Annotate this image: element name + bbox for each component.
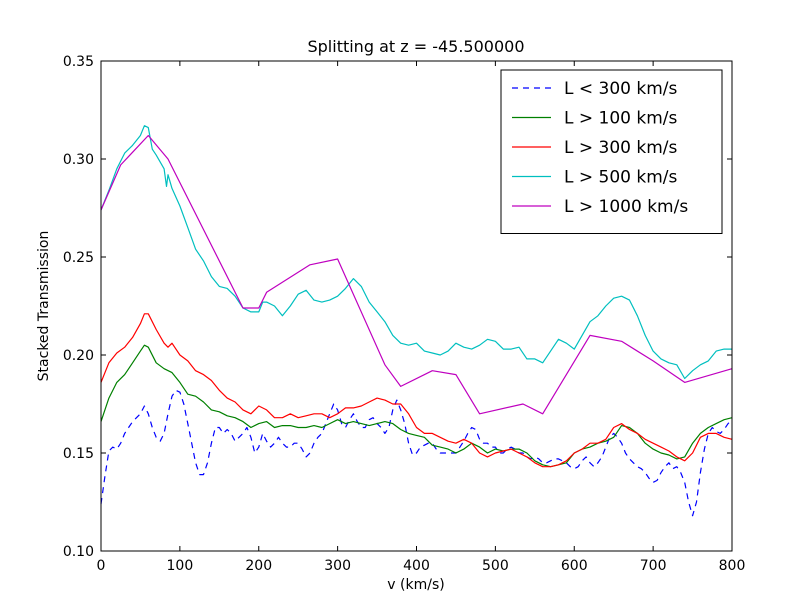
legend-label-4: L > 1000 km/s (564, 197, 688, 217)
axes-layer: 0 100 200 300 400 500 600 700 800 0.10 0.15 0.20 0.2… (63, 54, 746, 574)
series-line-0 (100, 389, 733, 517)
series-line-3 (100, 125, 732, 380)
y-tick-label: 0.15 (63, 446, 94, 462)
x-tick-label: 700 (640, 558, 667, 574)
y-axis-label: Stacked Transmission (36, 231, 52, 382)
y-tick-label: 0.20 (63, 348, 94, 364)
series-line-2 (100, 313, 733, 468)
x-tick-label: 400 (403, 558, 430, 574)
series-layer (100, 125, 733, 517)
legend-label-1: L > 100 km/s (564, 109, 678, 129)
legend: L < 300 km/s L > 100 km/s L > 300 km/s L > … (500, 69, 723, 234)
y-tick-label: 0.10 (63, 544, 94, 560)
y-tick-label: 0.30 (63, 152, 94, 168)
y-tick-label: 0.25 (63, 250, 94, 266)
y-tick-label: 0.35 (63, 54, 94, 70)
chart-title: Splitting at z = -45.500000 (307, 37, 524, 56)
x-tick-label: 800 (719, 558, 746, 574)
x-tick-label: 0 (97, 558, 106, 574)
legend-label-0: L < 300 km/s (564, 79, 678, 99)
legend-label-2: L > 300 km/s (564, 138, 678, 158)
x-tick-label: 600 (561, 558, 588, 574)
x-axis-label: v (km/s) (387, 577, 444, 593)
legend-label-3: L > 500 km/s (564, 168, 678, 188)
series-line-4 (100, 134, 733, 415)
plot-frame (100, 60, 733, 552)
x-tick-label: 200 (245, 558, 272, 574)
x-tick-label: 100 (167, 558, 194, 574)
x-tick-label: 500 (482, 558, 509, 574)
x-tick-label: 300 (324, 558, 351, 574)
